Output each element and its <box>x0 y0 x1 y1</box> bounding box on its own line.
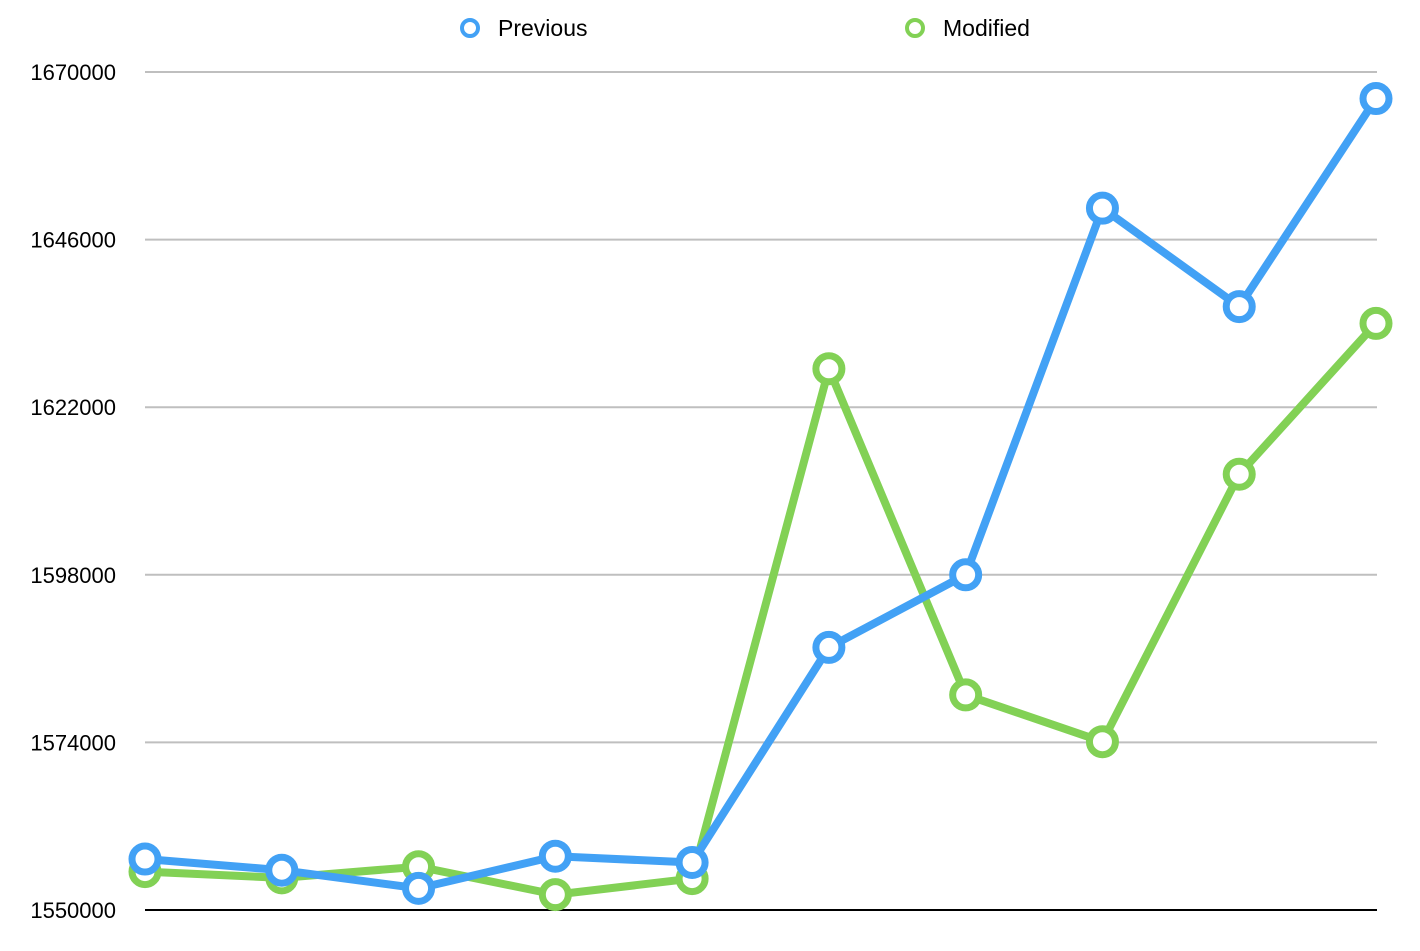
legend-item-modified: Modified <box>905 15 1030 41</box>
legend-marker <box>905 18 925 38</box>
y-tick-label: 1550000 <box>30 898 116 923</box>
data-point-modified <box>1085 725 1119 759</box>
data-point-modified <box>812 352 846 386</box>
data-point-previous <box>538 839 572 873</box>
data-point-previous <box>949 558 983 592</box>
grid-layer <box>145 71 1377 911</box>
series-layer <box>128 82 1393 912</box>
legend-item-previous: Previous <box>460 15 587 41</box>
y-tick-label: 1646000 <box>30 228 116 253</box>
y-tick-label: 1574000 <box>30 730 116 755</box>
legend-label: Previous <box>498 15 587 41</box>
series-previous <box>128 82 1393 905</box>
data-point-previous <box>1085 191 1119 225</box>
data-point-previous <box>1222 290 1256 324</box>
legend-label: Modified <box>943 15 1030 41</box>
y-tick-label: 1622000 <box>30 395 116 420</box>
series-modified <box>128 306 1393 912</box>
data-point-previous <box>812 630 846 664</box>
y-tick-label: 1598000 <box>30 563 116 588</box>
legend-marker <box>460 18 480 38</box>
data-point-modified <box>1359 306 1393 340</box>
y-tick-label: 1670000 <box>30 60 116 85</box>
data-point-modified <box>949 678 983 712</box>
data-point-previous <box>1359 82 1393 116</box>
y-axis-ticks: 1550000 1574000 1598000 1622000 1646000 16700… <box>30 60 116 923</box>
data-point-previous <box>402 871 436 905</box>
data-point-previous <box>265 853 299 887</box>
data-point-modified <box>1222 457 1256 491</box>
data-point-modified <box>538 878 572 912</box>
data-point-previous <box>675 846 709 880</box>
series-line-previous <box>141 94 1380 893</box>
series-line-modified <box>141 319 1380 899</box>
data-point-previous <box>128 842 162 876</box>
legend: Previous Modified <box>460 15 1030 41</box>
